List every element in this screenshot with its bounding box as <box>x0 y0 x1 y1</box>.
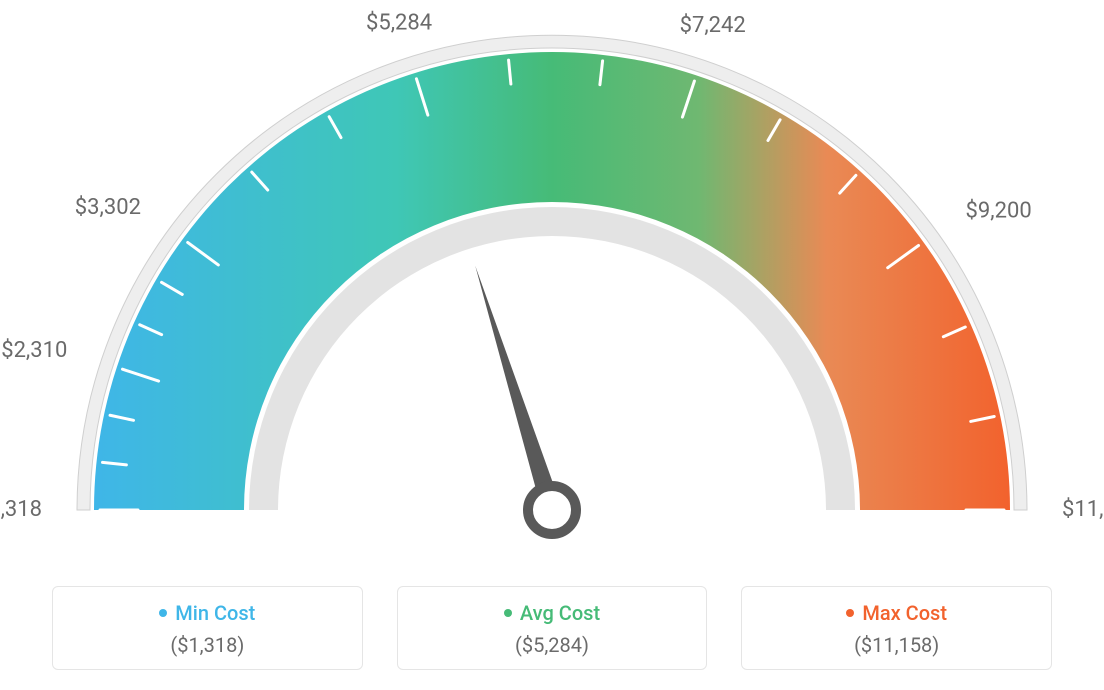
legend-value-avg: ($5,284) <box>408 633 697 657</box>
legend-title-min: Min Cost <box>159 601 255 625</box>
gauge-svg: $1,318 $2,310 $3,302 $5,284 $7,242 $9,200 $11,… <box>0 0 1104 560</box>
legend-card-min: Min Cost ($1,318) <box>52 586 363 670</box>
svg-text:$1,318: $1,318 <box>0 497 42 522</box>
gauge-chart: $1,318 $2,310 $3,302 $5,284 $7,242 $9,200 $11,… <box>0 0 1104 560</box>
dot-icon <box>159 609 167 617</box>
legend-title-text: Max Cost <box>862 601 947 625</box>
legend-title-max: Max Cost <box>846 601 947 625</box>
cost-gauge-widget: $1,318 $2,310 $3,302 $5,284 $7,242 $9,200 $11,… <box>0 0 1104 690</box>
legend-card-max: Max Cost ($11,158) <box>741 586 1052 670</box>
svg-text:$2,310: $2,310 <box>1 338 67 363</box>
legend-title-avg: Avg Cost <box>504 601 600 625</box>
legend-card-avg: Avg Cost ($5,284) <box>397 586 708 670</box>
svg-text:$11,158: $11,158 <box>1062 497 1104 522</box>
svg-text:$9,200: $9,200 <box>966 198 1032 223</box>
legend-value-min: ($1,318) <box>63 633 352 657</box>
svg-text:$7,242: $7,242 <box>680 13 746 38</box>
svg-text:$3,302: $3,302 <box>75 195 141 220</box>
svg-text:$5,284: $5,284 <box>366 10 432 35</box>
legend-row: Min Cost ($1,318) Avg Cost ($5,284) Max … <box>0 586 1104 670</box>
dot-icon <box>846 609 854 617</box>
legend-value-max: ($11,158) <box>752 633 1041 657</box>
legend-title-text: Min Cost <box>175 601 255 625</box>
legend-title-text: Avg Cost <box>520 601 600 625</box>
dot-icon <box>504 609 512 617</box>
